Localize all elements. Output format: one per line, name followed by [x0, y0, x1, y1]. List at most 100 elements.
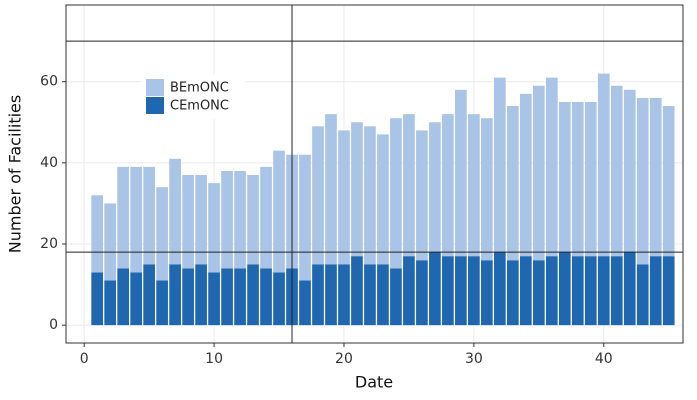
bar — [117, 166, 129, 269]
bar — [416, 130, 428, 261]
bar — [623, 252, 636, 326]
bar — [494, 252, 506, 326]
bar — [117, 268, 129, 326]
bar — [545, 77, 558, 257]
bar — [662, 106, 675, 257]
bar — [325, 114, 337, 265]
bar — [312, 264, 324, 326]
bar — [545, 256, 558, 326]
y-tick-label: 0 — [49, 317, 58, 333]
bar — [221, 170, 233, 269]
bar — [195, 175, 207, 265]
bar — [104, 280, 117, 326]
bar — [610, 256, 623, 326]
bar — [130, 166, 142, 273]
bar — [636, 97, 649, 265]
bar — [208, 272, 220, 326]
bar — [325, 264, 337, 326]
x-tick-label: 40 — [595, 351, 613, 367]
bar — [247, 264, 259, 326]
bar — [104, 203, 117, 281]
bar — [299, 280, 311, 326]
legend-key — [146, 79, 164, 96]
bar — [143, 264, 155, 326]
bar — [182, 175, 194, 269]
bar — [519, 256, 532, 326]
bar — [649, 97, 662, 257]
bar — [156, 187, 168, 281]
y-axis-title: Number of Facilities — [6, 95, 25, 253]
y-tick-label: 40 — [40, 155, 58, 171]
bar — [273, 272, 285, 326]
bar — [364, 264, 376, 326]
bar — [468, 256, 480, 326]
legend-label: BEmONC — [170, 81, 229, 96]
bar — [221, 268, 233, 326]
x-tick-label: 30 — [465, 351, 483, 367]
bar — [532, 85, 545, 261]
bar — [558, 101, 571, 253]
bar — [273, 150, 285, 273]
bar — [351, 256, 363, 326]
bar — [338, 264, 350, 326]
bar — [195, 264, 207, 326]
bar — [468, 114, 480, 257]
bar — [584, 256, 597, 326]
y-tick-label: 60 — [40, 74, 58, 90]
x-axis-title: Date — [355, 373, 393, 392]
bar — [208, 183, 220, 273]
bar — [364, 126, 376, 265]
bar — [234, 268, 246, 326]
bar — [260, 166, 272, 269]
panel-border — [65, 4, 684, 344]
bar — [662, 256, 675, 326]
bar — [623, 89, 636, 253]
bar — [91, 272, 104, 326]
bar — [597, 73, 610, 257]
bar — [558, 252, 571, 326]
legend-key — [146, 97, 164, 114]
bar — [455, 256, 467, 326]
bar — [182, 268, 194, 326]
legend-label: CEmONC — [170, 99, 229, 114]
bar — [143, 166, 155, 265]
bar — [169, 264, 181, 326]
bar — [481, 260, 493, 326]
bar — [403, 114, 415, 257]
bar — [169, 158, 181, 265]
bar — [416, 260, 428, 326]
bar — [584, 101, 597, 257]
bar — [571, 101, 584, 257]
bar — [455, 89, 467, 257]
bar — [156, 280, 168, 326]
bar — [481, 118, 493, 261]
bar — [260, 268, 272, 326]
bar — [532, 260, 545, 326]
bar — [506, 106, 519, 261]
bar — [234, 170, 246, 269]
bar — [299, 154, 311, 281]
bar — [130, 272, 142, 326]
bar — [429, 122, 441, 253]
bar — [403, 256, 415, 326]
bar — [247, 175, 259, 265]
bar — [312, 126, 324, 265]
bar — [442, 256, 454, 326]
bar — [429, 252, 441, 326]
bar — [338, 130, 350, 265]
bar — [610, 85, 623, 257]
bar — [377, 134, 389, 265]
bar — [636, 264, 649, 326]
x-tick-label: 20 — [335, 351, 353, 367]
bar — [390, 118, 402, 269]
x-tick-label: 0 — [80, 351, 89, 367]
bar — [649, 256, 662, 326]
bar — [494, 77, 506, 253]
bar — [506, 260, 519, 326]
bar — [390, 268, 402, 326]
bar — [519, 93, 532, 257]
x-tick-label: 10 — [205, 351, 223, 367]
bar — [377, 264, 389, 326]
bar — [91, 195, 104, 273]
